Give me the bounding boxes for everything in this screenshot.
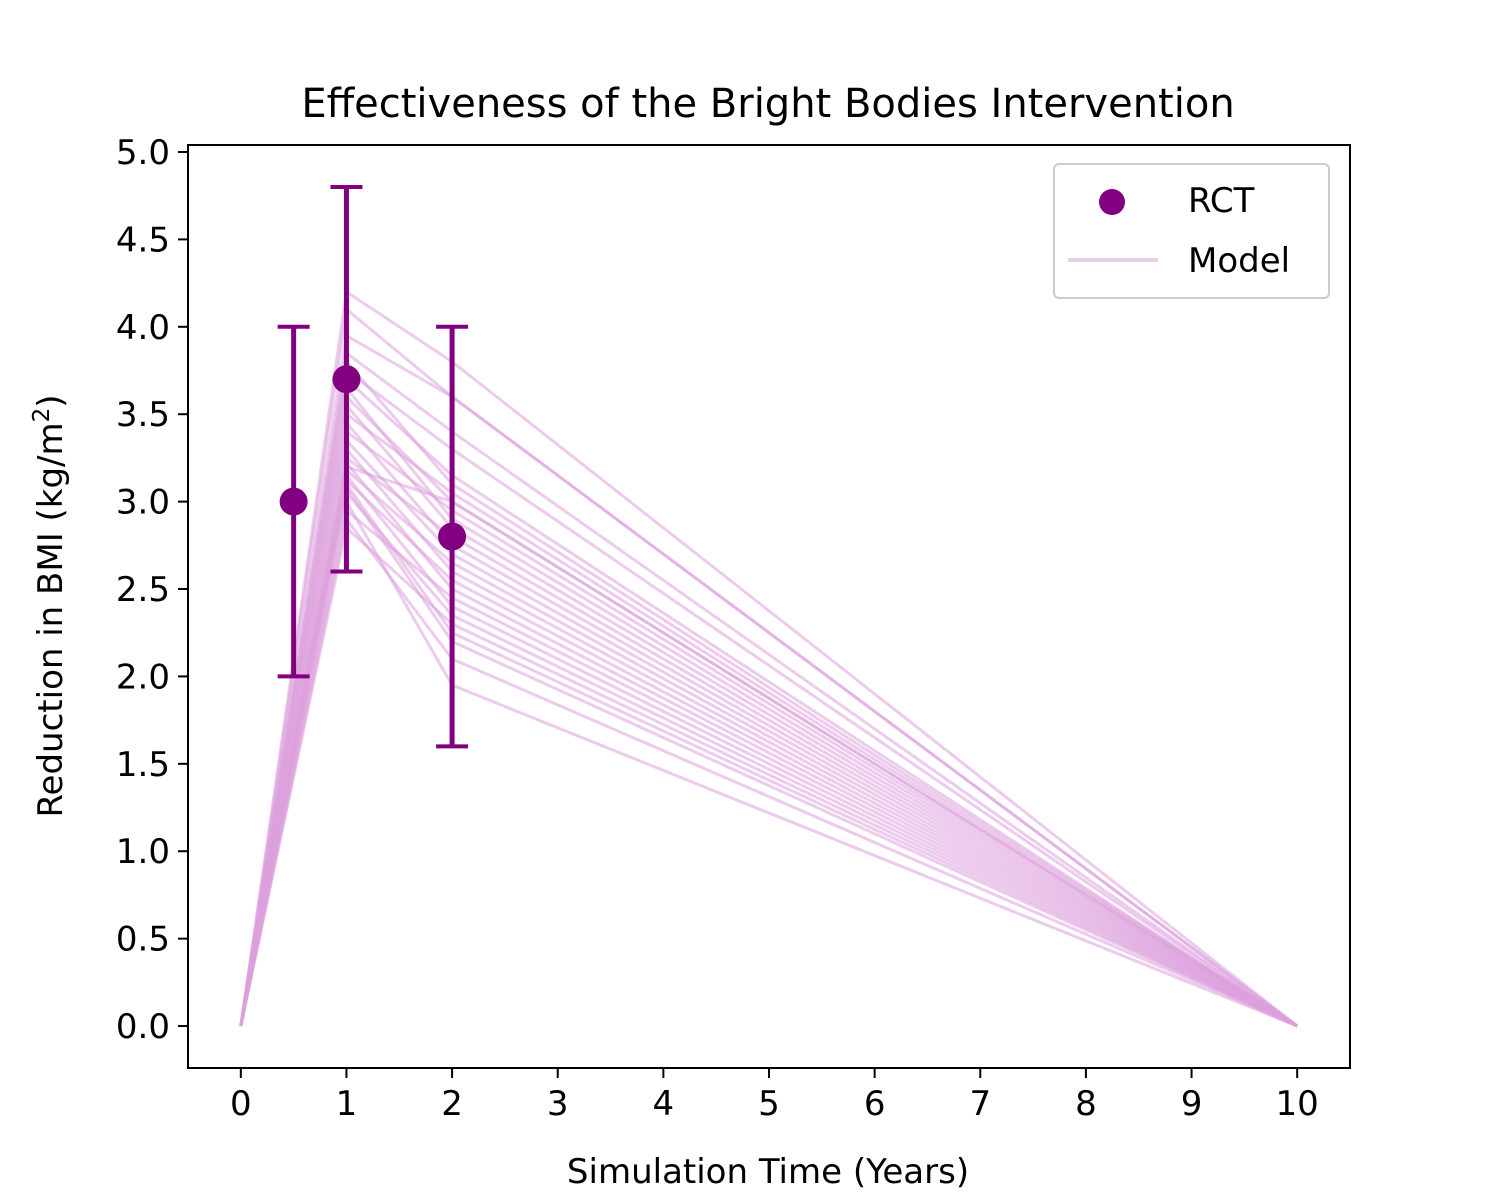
y-tick-label: 1.0: [116, 832, 170, 872]
legend-rct-marker: [1099, 189, 1125, 215]
y-axis-label-close: ): [31, 394, 71, 407]
legend-model-label: Model: [1188, 241, 1290, 281]
y-axis-label: Reduction in BMI (kg/m2): [29, 394, 71, 817]
y-axis-ticks: 0.0 0.5 1.0 1.5 2.0 2.5 3.0 3.5 4.0 4.5 5.0: [116, 133, 188, 1047]
x-tick-label: 0: [230, 1084, 252, 1124]
y-tick-label: 5.0: [116, 133, 170, 173]
x-axis-ticks: 0 1 2 3 4 5 6 7 8 9 10: [230, 1068, 1319, 1124]
legend: RCT Model: [1053, 163, 1330, 299]
x-tick-label: 1: [336, 1084, 358, 1124]
x-tick-label: 7: [969, 1084, 991, 1124]
x-tick-label: 9: [1181, 1084, 1203, 1124]
model-run-line: [239, 526, 1298, 1028]
rct-point: [332, 365, 361, 394]
y-tick-label: 0.0: [116, 1007, 170, 1047]
y-tick-label: 3.0: [116, 483, 170, 523]
x-tick-label: 8: [1075, 1084, 1097, 1124]
y-axis-label-main: Reduction in BMI (kg/m: [31, 422, 71, 817]
chart-title: Effectiveness of the Bright Bodies Inter…: [301, 81, 1234, 127]
x-tick-label: 5: [758, 1084, 780, 1124]
rct-point: [438, 522, 467, 551]
x-tick-label: 6: [864, 1084, 886, 1124]
rct-point: [279, 487, 308, 516]
model-lines: [239, 290, 1299, 1028]
y-tick-label: 3.5: [116, 395, 170, 435]
y-tick-label: 4.0: [116, 308, 170, 348]
y-tick-label: 2.0: [116, 657, 170, 697]
y-tick-label: 1.5: [116, 745, 170, 785]
x-tick-label: 3: [547, 1084, 569, 1124]
x-tick-label: 4: [653, 1084, 675, 1124]
rct-series: [277, 184, 469, 749]
y-tick-label: 4.5: [116, 220, 170, 260]
y-axis-label-superscript: 2: [29, 408, 55, 423]
x-tick-label: 10: [1276, 1084, 1319, 1124]
y-tick-label: 0.5: [116, 920, 170, 960]
y-tick-label: 2.5: [116, 570, 170, 610]
x-axis-label: Simulation Time (Years): [567, 1152, 969, 1192]
x-tick-label: 2: [441, 1084, 463, 1124]
legend-rct-label: RCT: [1188, 181, 1255, 221]
